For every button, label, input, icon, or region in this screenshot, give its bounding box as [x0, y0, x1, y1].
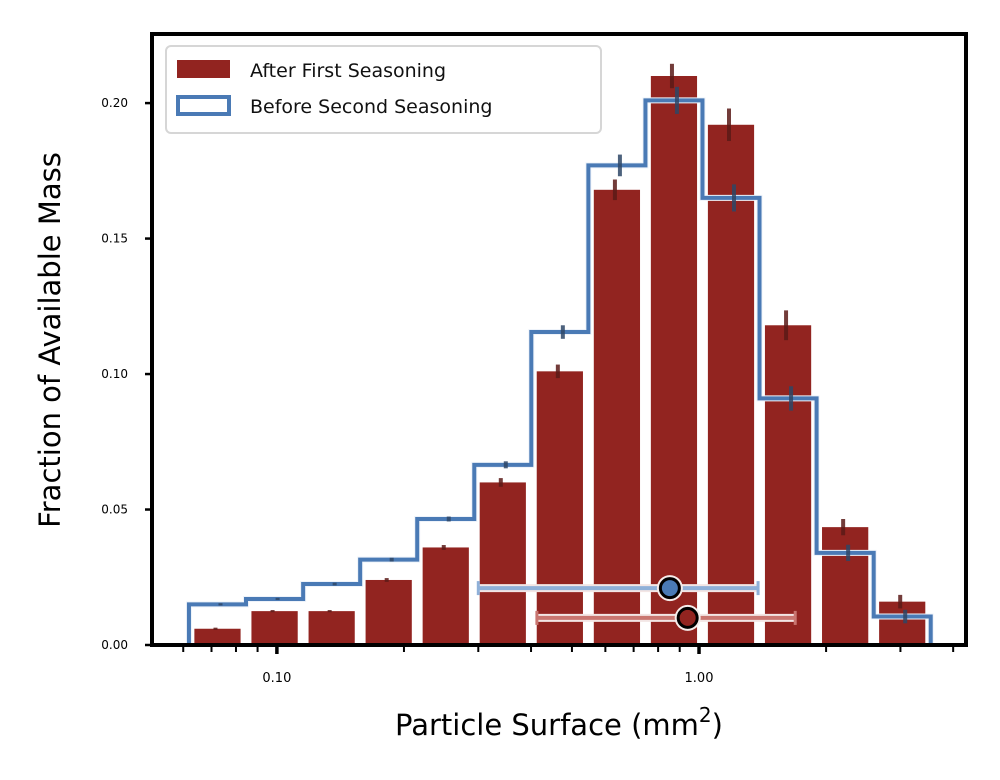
axes-frame: [150, 32, 968, 647]
step-error-bars: [218, 86, 908, 624]
legend-swatch-after-first: [177, 60, 230, 78]
y-tick-label: 0.15: [101, 232, 128, 246]
x-axis-label-sup: 2: [699, 703, 712, 727]
bar: [365, 579, 412, 645]
bar: [764, 325, 812, 645]
bar: [536, 371, 583, 645]
bar: [593, 189, 641, 646]
bar: [308, 611, 355, 645]
median-point: [676, 606, 699, 629]
summary-points: [476, 575, 797, 631]
bar: [879, 601, 926, 645]
median-point: [658, 577, 681, 600]
x-axis-label-close: ): [712, 708, 723, 742]
y-tick-label: 0.20: [101, 96, 128, 110]
bar: [422, 547, 469, 645]
legend-swatch-before-second: [176, 95, 231, 116]
legend: After First Seasoning Before Second Seas…: [165, 45, 602, 134]
x-axis-label-main: Particle Surface (mm: [395, 708, 699, 742]
y-tick-label: 0.10: [101, 367, 128, 381]
bar: [650, 75, 698, 645]
bar: [822, 527, 869, 645]
legend-frame: [165, 45, 602, 134]
y-axis-label: Fraction of Available Mass: [33, 152, 67, 528]
y-tick-label: 0.05: [101, 503, 128, 517]
axes: [150, 32, 968, 647]
bar-error-bars: [213, 63, 903, 630]
bar: [479, 482, 526, 645]
legend-label-before-second: Before Second Seasoning: [250, 96, 492, 118]
step-line: [186, 98, 933, 645]
bar: [707, 124, 755, 645]
x-tick-label: 0.10: [262, 671, 291, 686]
x-tick-label: 1.00: [685, 671, 714, 686]
ticks: 0.00 0.05 0.10 0.15 0.20 0.10 1.00: [101, 96, 955, 686]
legend-label-after-first: After First Seasoning: [250, 60, 446, 82]
bar: [251, 611, 298, 645]
y-tick-label: 0.00: [101, 638, 128, 652]
bars-layer: [194, 75, 926, 646]
step-layer: [185, 97, 934, 645]
bar: [194, 628, 241, 645]
x-axis-label: Particle Surface (mm2): [395, 703, 723, 742]
